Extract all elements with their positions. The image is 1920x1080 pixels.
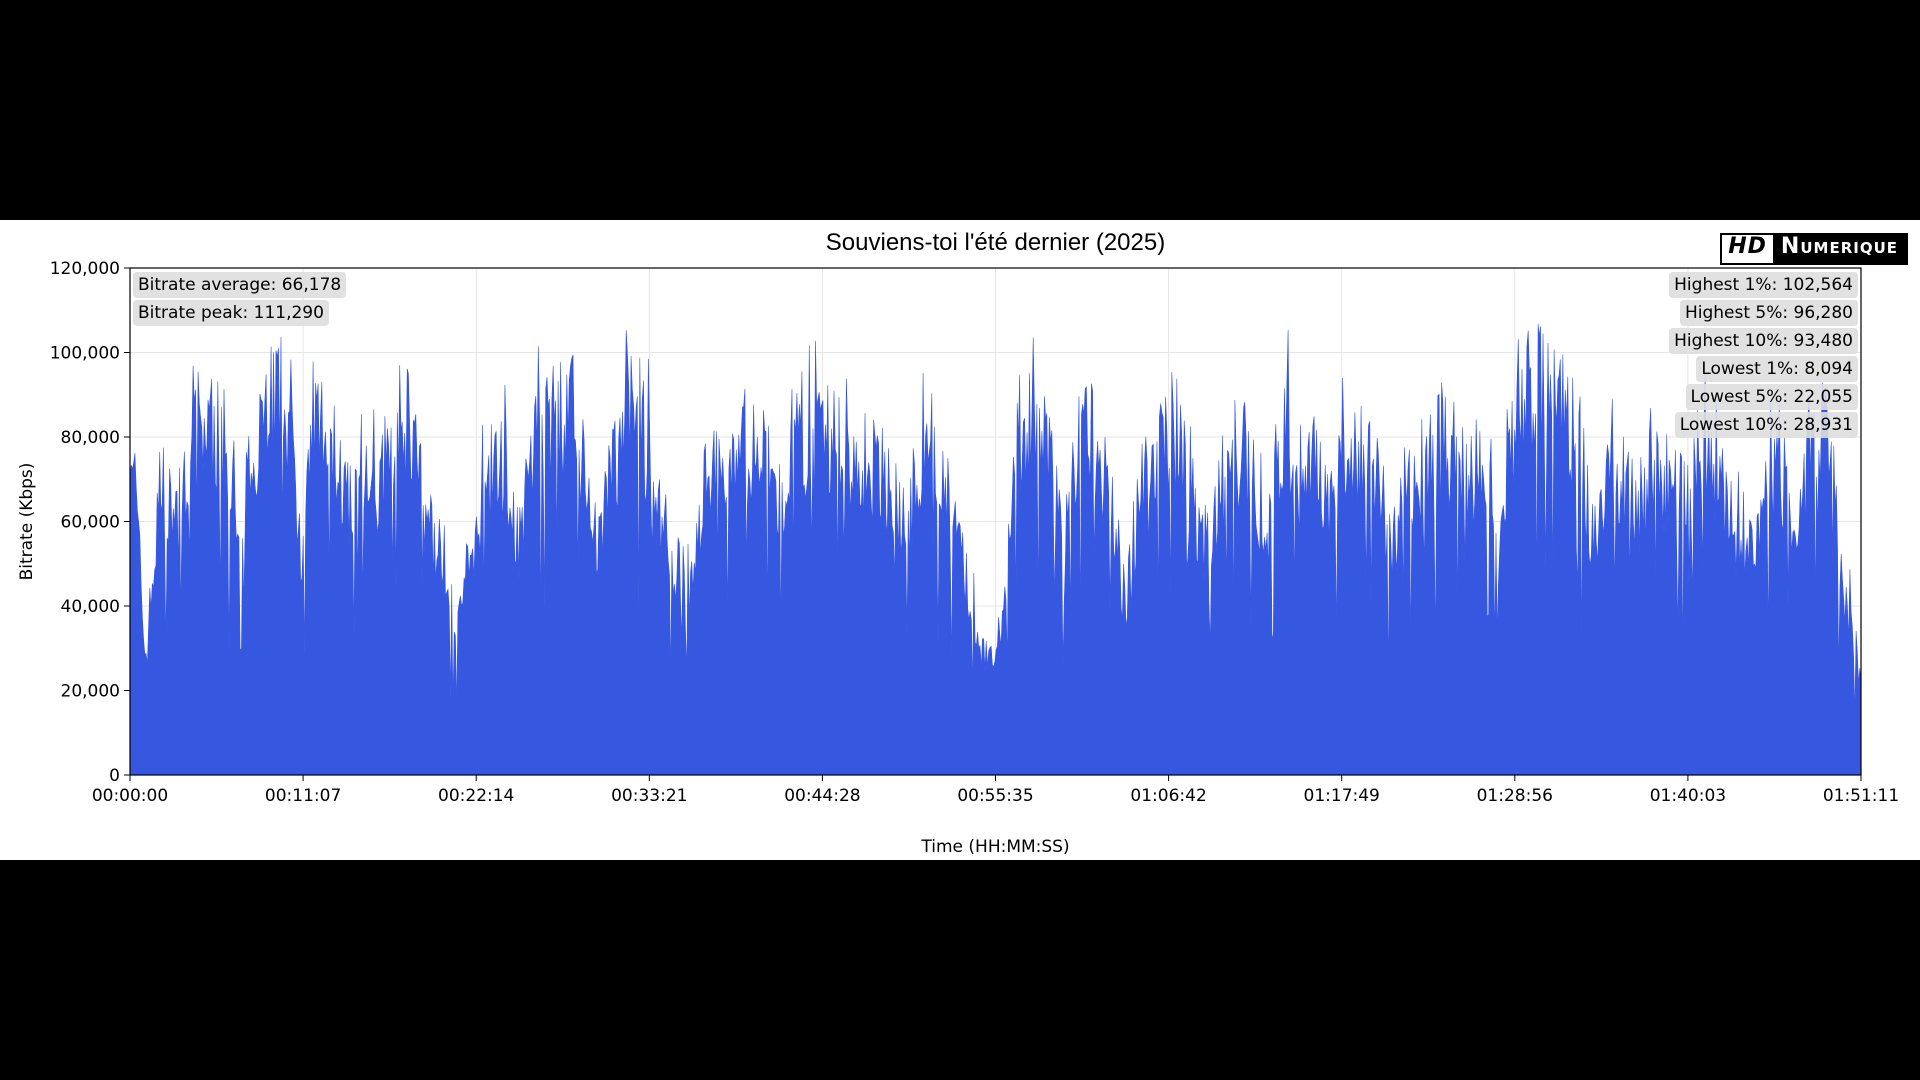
stat-right-3: Lowest 1%: 8,094 <box>1696 356 1858 382</box>
y-tick-label: 100,000 <box>50 344 120 364</box>
x-tick-label: 00:00:00 <box>92 786 168 806</box>
chart-title: Souviens-toi l'été dernier (2025) <box>826 229 1165 256</box>
stat-left-1: Bitrate peak: 111,290 <box>133 300 329 326</box>
x-axis-label: Time (HH:MM:SS) <box>920 837 1069 857</box>
x-tick-label: 00:33:21 <box>611 786 687 806</box>
x-tick-label: 01:06:42 <box>1130 786 1206 806</box>
stat-right-5: Lowest 10%: 28,931 <box>1674 412 1858 438</box>
x-tick-label: 01:40:03 <box>1650 786 1726 806</box>
x-tick-label: 00:55:35 <box>957 786 1033 806</box>
x-tick-label: 00:22:14 <box>438 786 514 806</box>
x-tick-label: 00:11:07 <box>265 786 341 806</box>
bitrate-chart: 0 20,000 40,000 60,000 80,000 100,000 120,000 0… <box>17 229 1899 857</box>
stat-right-4: Lowest 5%: 22,055 <box>1685 384 1858 410</box>
stat-right-0: Highest 1%: 102,564 <box>1669 272 1858 298</box>
bitrate-area <box>129 324 1862 776</box>
chart-figure: 0 20,000 40,000 60,000 80,000 100,000 120,000 0… <box>0 220 1920 860</box>
stat-right-1: Highest 5%: 96,280 <box>1679 300 1858 326</box>
y-tick-label: 120,000 <box>50 259 120 279</box>
x-tick-label: 01:28:56 <box>1477 786 1553 806</box>
stat-left-0: Bitrate average: 66,178 <box>133 272 347 298</box>
x-tick-label: 01:17:49 <box>1304 786 1380 806</box>
y-tick-label: 0 <box>109 766 120 786</box>
y-tick-label: 80,000 <box>61 428 120 448</box>
logo-numerique-text: Numerique <box>1772 235 1906 263</box>
x-tick-label: 00:44:28 <box>784 786 860 806</box>
stat-right-2: Highest 10%: 93,480 <box>1669 328 1858 354</box>
y-tick-label: 40,000 <box>61 597 120 617</box>
logo-hd-text: HD <box>1722 235 1773 263</box>
y-tick-label: 20,000 <box>61 682 120 702</box>
y-axis-label: Bitrate (Kbps) <box>17 463 37 581</box>
x-tick-label: 01:51:11 <box>1823 786 1899 806</box>
hd-numerique-logo: HD Numerique <box>1720 233 1908 265</box>
y-tick-label: 60,000 <box>61 513 120 533</box>
